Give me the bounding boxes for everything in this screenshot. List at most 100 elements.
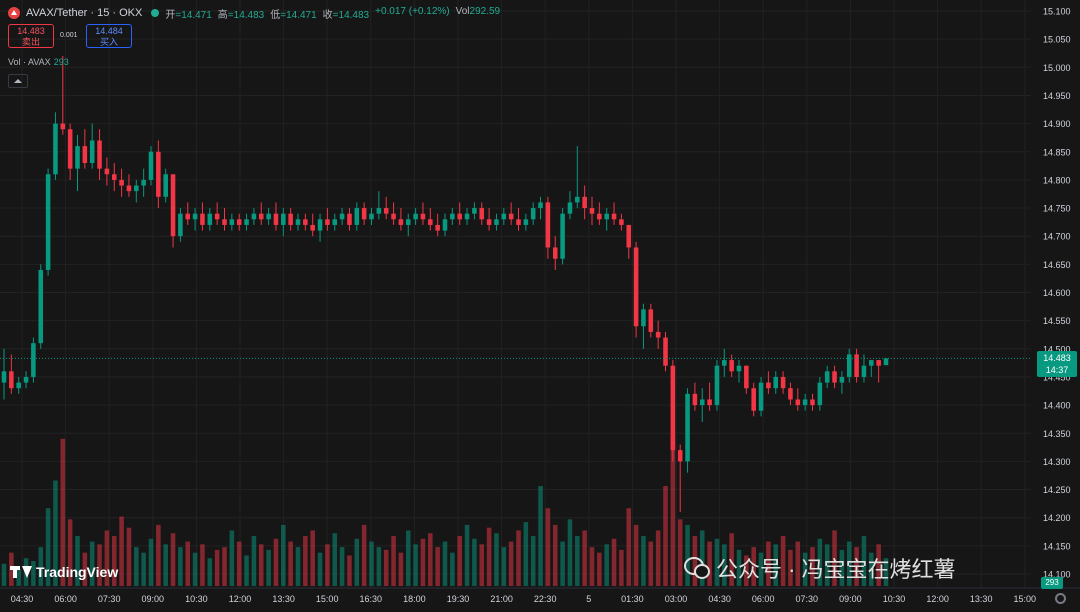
volume-bar [53, 480, 58, 586]
candle-body [185, 213, 191, 220]
candle-body [310, 224, 315, 231]
candle-body [685, 393, 690, 462]
candle-body [854, 354, 859, 377]
volume-bar [736, 549, 742, 586]
candle-body [23, 376, 29, 383]
collapse-legend-button[interactable] [8, 74, 28, 88]
candle-body [97, 140, 102, 169]
volume-bar [795, 541, 801, 586]
buy-button[interactable]: 14.484 买入 [86, 24, 132, 48]
candle-body [420, 213, 426, 220]
volume-indicator-legend[interactable]: Vol · AVAX 293 [8, 57, 69, 67]
candle-body [9, 371, 14, 389]
y-tick-label: 14.150 [1043, 541, 1071, 551]
candle-body [699, 399, 705, 406]
header-volume: Vol292.59 [455, 5, 501, 17]
candle-body [795, 399, 801, 406]
price-candles [1, 56, 889, 513]
candle-body [582, 196, 587, 209]
candle-body [236, 219, 242, 225]
volume-bar [450, 552, 455, 586]
volume-indicator-label: Vol · AVAX [8, 57, 51, 67]
volume-bar [633, 524, 639, 586]
candle-body [523, 219, 529, 225]
volume-bar [523, 522, 529, 586]
candle-body [222, 219, 227, 225]
volume-bar [405, 530, 411, 586]
candle-body [148, 151, 154, 180]
last-price-value: 14.483 [1043, 353, 1071, 363]
candle-body [567, 202, 573, 214]
volume-bar [714, 538, 720, 586]
last-price-tag: 14.483 14:37 [1037, 351, 1077, 377]
tradingview-logo-icon [10, 566, 32, 578]
symbol-title[interactable]: AVAX/Tether · 15 · OKX [26, 7, 143, 19]
volume-bar [567, 519, 573, 586]
volume-bar [780, 536, 786, 586]
ohlc-high: 高=14.483 [217, 9, 265, 21]
volume-bar [207, 558, 213, 586]
candle-body [303, 219, 308, 225]
x-tick-label: 07:30 [98, 594, 121, 604]
x-tick-label: 09:00 [142, 594, 165, 604]
price-axis: 15.100 15.050 15.000 14.950 14.900 14.850 14.8… [1043, 7, 1071, 580]
candle-body [354, 208, 360, 225]
volume-bar [354, 538, 360, 586]
volume-bar [435, 547, 440, 586]
y-tick-label: 14.400 [1043, 401, 1071, 411]
candle-body [508, 213, 514, 220]
x-tick-label: 04:30 [708, 594, 731, 604]
volume-bar [744, 555, 749, 586]
candle-body [722, 360, 727, 366]
x-tick-label: 5 [586, 594, 591, 604]
buy-price: 14.484 [95, 26, 123, 36]
volume-bar [45, 508, 51, 586]
watermark: 公众号 · 冯宝宝在烤红薯 [684, 552, 956, 584]
candle-body [832, 371, 837, 383]
volume-bar [854, 547, 859, 586]
volume-bar [369, 541, 374, 586]
volume-bar [442, 541, 448, 586]
volume-bar [82, 552, 88, 586]
volume-bar [751, 547, 756, 586]
candle-body [597, 213, 602, 220]
price-change: +0.017 (+0.12%) [375, 5, 450, 17]
tradingview-logo[interactable]: TradingView [10, 564, 118, 580]
volume-bar [295, 547, 301, 586]
wechat-icon [684, 557, 710, 579]
candle-body [846, 354, 852, 377]
sell-button[interactable]: 14.483 卖出 [8, 24, 54, 48]
volume-bar [126, 527, 132, 586]
volume-bar [31, 561, 36, 586]
x-tick-label: 10:30 [883, 594, 906, 604]
volume-bar [589, 547, 595, 586]
volume-bar [575, 536, 580, 586]
candle-body [780, 376, 786, 389]
avax-logo-icon [8, 7, 20, 19]
volume-bar [494, 533, 499, 586]
candle-body [876, 360, 881, 366]
volume-bar [846, 541, 852, 586]
volume-bar [619, 549, 624, 586]
volume-bar [604, 544, 609, 586]
x-tick-label: 22:30 [534, 594, 557, 604]
x-tick-label: 13:30 [272, 594, 295, 604]
candle-body [82, 146, 88, 164]
y-tick-label: 14.600 [1043, 288, 1071, 298]
volume-bar [707, 541, 712, 586]
volume-bar [361, 524, 367, 586]
volume-bar [222, 547, 227, 586]
gear-icon[interactable] [1055, 593, 1066, 604]
ohlc-open: 开=14.471 [165, 9, 212, 21]
y-tick-label: 15.000 [1043, 63, 1071, 73]
volume-bar [251, 536, 257, 586]
y-tick-label: 14.650 [1043, 260, 1071, 270]
volume-bar [788, 549, 793, 586]
volume-bar [111, 536, 117, 586]
candle-body [281, 213, 286, 225]
volume-bar [75, 536, 80, 586]
time-axis: 04:30 06:00 07:30 09:00 10:30 12:00 13:30 15:00… [0, 587, 1080, 604]
volume-bar [560, 541, 565, 586]
volume-bar [214, 549, 220, 586]
